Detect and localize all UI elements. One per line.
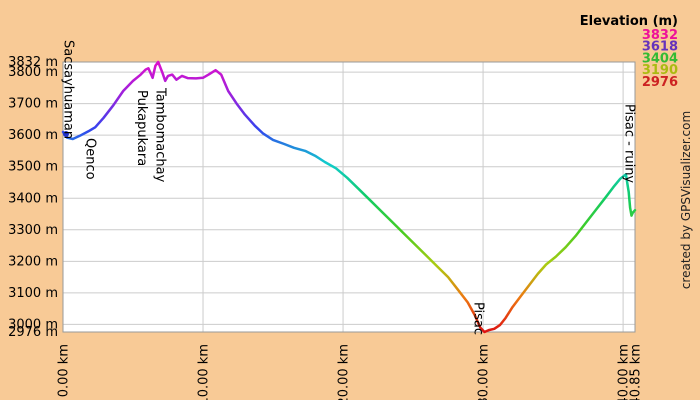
y-tick-label: 3832 m [8,55,58,70]
elevation-track-line [61,60,637,334]
waypoint-labels: Sacsayhuaman Qenco Pukapukara Tambomachay Pi… [61,40,637,335]
y-tick-label: 3100 m [8,286,58,301]
legend-entry: 3618 [642,40,678,55]
x-tick-label: 30.00 km [477,344,492,400]
y-tick-label: 3700 m [8,97,58,112]
legend-title: Elevation (m) [580,14,678,29]
x-tick-label: 40.85 km [629,344,644,400]
plot-border [62,61,636,333]
plot-area [63,62,635,332]
x-tick-label: 10.00 km [197,344,212,400]
x-axis-labels: 0.00 km 10.00 km 20.00 km 30.00 km 40.00 km4… [57,344,644,400]
y-tick-label: 3600 m [8,128,58,143]
y-tick-label: 3500 m [8,160,58,175]
x-tick-label: 20.00 km [337,344,352,400]
credit-text: created by GPSVisualizer.com [679,111,693,289]
waypoint-label: Qenco [82,138,97,180]
x-tick-label: 40.00 km [617,344,632,400]
waypoint-label: Tambomachay [152,87,167,183]
y-tick-label: 2976 m [8,325,58,340]
legend-entry: 3190 [642,63,678,78]
waypoint-label: Pisac [470,302,485,335]
track-start-marker [63,131,69,137]
legend-entry: 3832 [642,28,678,43]
waypoint-label: Pukapukara [134,90,149,166]
y-tick-label: 3200 m [8,254,58,269]
waypoint-label: Sacsayhuaman [61,40,76,139]
y-tick-label: 3000 m [8,317,58,332]
y-tick-label: 3400 m [8,191,58,206]
legend-entry: 2976 [642,75,678,90]
legend-entry: 3404 [642,51,678,66]
waypoint-label: Pisac - ruiny [621,104,636,183]
y-tick-label: 3800 m [8,65,58,80]
y-tick-label: 3300 m [8,223,58,238]
x-tick-label: 0.00 km [57,344,72,397]
